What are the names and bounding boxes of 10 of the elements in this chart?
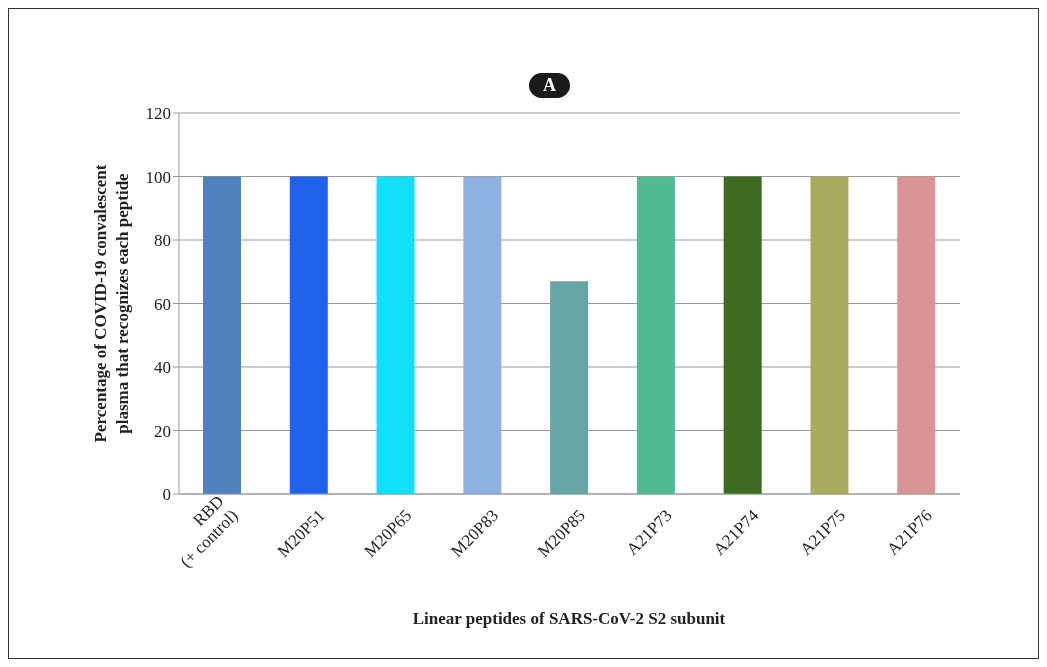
y-tick-label: 0 (162, 485, 171, 505)
y-tick-label: 120 (145, 104, 171, 124)
y-tick-label: 60 (154, 294, 171, 314)
chart-title: A (529, 73, 570, 98)
y-tick-label: 20 (154, 421, 171, 441)
y-tick-label: 100 (145, 167, 171, 187)
y-tick-label: 80 (154, 231, 171, 251)
x-axis-title: Linear peptides of SARS-CoV-2 S2 subunit (411, 609, 727, 629)
y-tick-label: 40 (154, 358, 171, 378)
y-axis-title: Percentage of COVID-19 convalescent plasma that recognizes each peptide (91, 164, 132, 443)
